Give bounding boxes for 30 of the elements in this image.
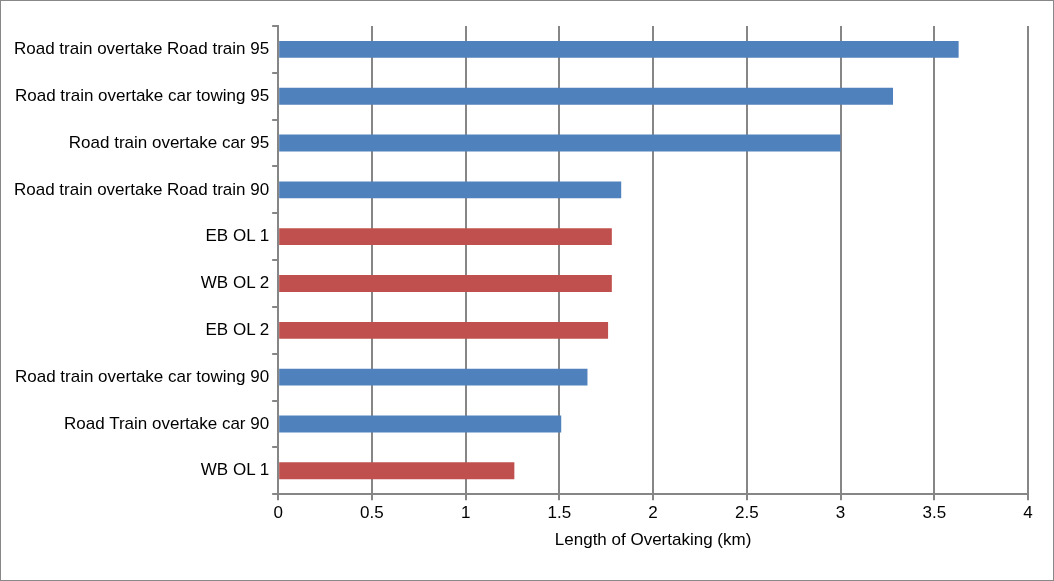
y-tick-label: Road train overtake Road train 95	[13, 39, 270, 59]
x-tick-label: 4	[1023, 503, 1033, 523]
bar	[279, 321, 609, 339]
y-tick-label: EB OL 1	[205, 226, 270, 246]
x-tick-label: 3.5	[922, 503, 947, 523]
y-tick-label: WB OL 2	[200, 273, 270, 293]
x-axis-title: Length of Overtaking (km)	[554, 530, 752, 550]
y-tick-label: Road train overtake Road train 90	[13, 179, 270, 199]
y-tick-label: EB OL 2	[205, 320, 270, 340]
y-tick-label: Road Train overtake car 90	[64, 413, 270, 433]
x-tick-label: 2	[648, 503, 658, 523]
bar	[279, 275, 612, 292]
x-tick-label: 3	[835, 503, 846, 523]
bar	[279, 415, 562, 433]
y-tick-label: Road train overtake car towing 95	[14, 85, 270, 105]
bar	[279, 462, 515, 480]
x-tick-label: 1	[460, 503, 471, 523]
y-tick-label: WB OL 1	[200, 460, 270, 480]
x-tick-label: 0.5	[360, 503, 384, 523]
y-tick-label: Road train overtake car 95	[68, 132, 270, 152]
x-tick-label: 0	[273, 503, 283, 523]
bar	[279, 134, 841, 152]
bar	[279, 181, 622, 199]
x-tick-label: 1.5	[547, 503, 572, 523]
y-tick-label: Road train overtake car towing 90	[14, 366, 270, 386]
bar	[279, 40, 959, 58]
bar	[279, 228, 612, 246]
x-tick-label: 2.5	[734, 503, 759, 523]
bar	[279, 368, 588, 386]
bar	[279, 87, 894, 105]
